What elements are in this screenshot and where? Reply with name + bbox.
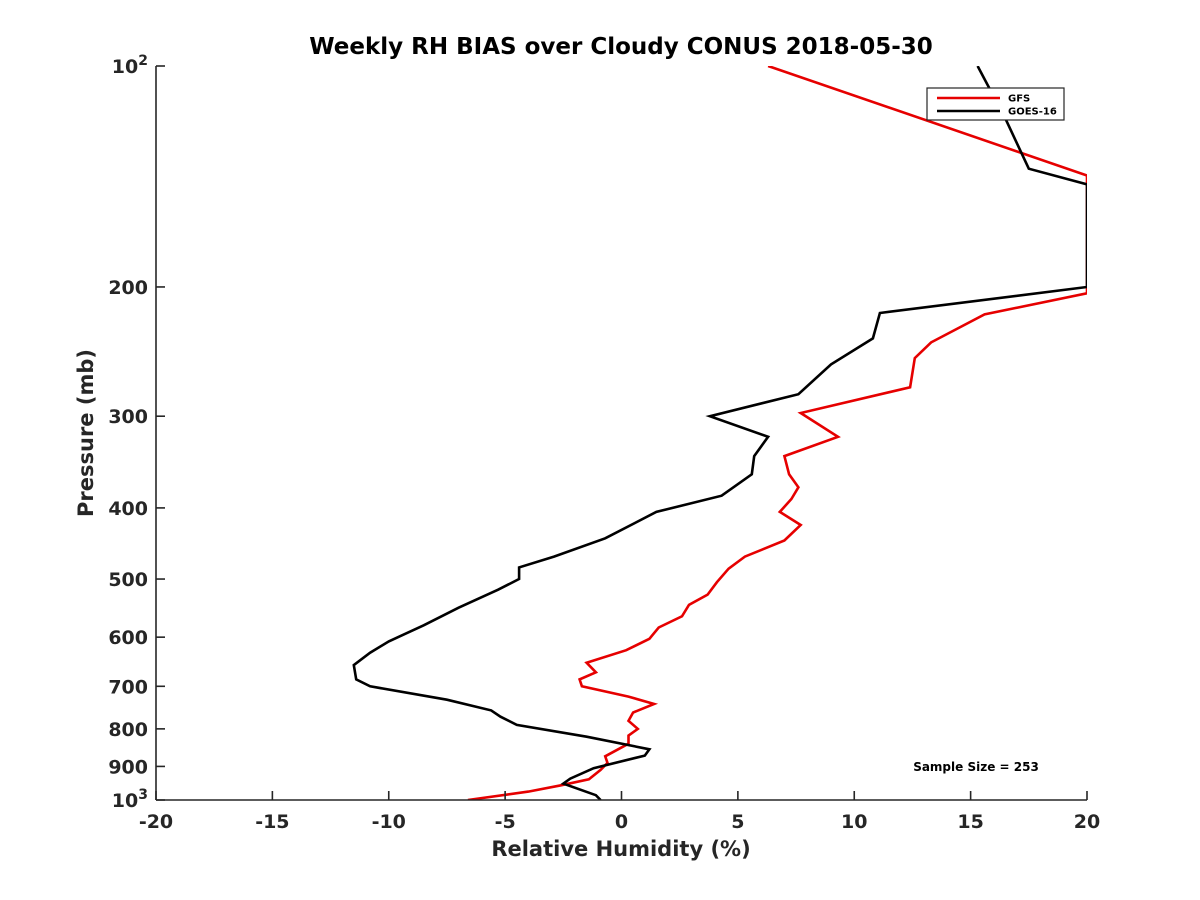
legend: GFS GOES-16	[926, 87, 1065, 121]
y-tick-exponent: 3	[138, 787, 148, 803]
series-line-gfs	[467, 66, 1087, 800]
y-tick-label: 300	[108, 406, 148, 428]
x-tick-label: 10	[841, 811, 867, 833]
x-tick-label: -20	[139, 811, 173, 833]
x-tick-label: 0	[615, 811, 628, 833]
y-tick-label: 102	[112, 53, 148, 78]
sample-size-annotation: Sample Size = 253	[913, 760, 1039, 774]
y-tick-label: 400	[108, 498, 148, 520]
y-tick-label: 800	[108, 719, 148, 741]
y-tick-label: 600	[108, 627, 148, 649]
x-axis-ticks: -20 -15 -10 -5 0 5 10 15 20	[139, 791, 1100, 833]
series-line-goes-16	[352, 66, 1087, 800]
x-axis-title: Relative Humidity (%)	[491, 837, 750, 861]
x-tick-label: 15	[957, 811, 983, 833]
y-tick-label: 700	[108, 676, 148, 698]
y-tick-label: 500	[108, 569, 148, 591]
y-tick-label: 900	[108, 756, 148, 778]
y-tick-label: 103	[112, 787, 148, 812]
y-axis-title: Pressure (mb)	[74, 349, 98, 517]
chart-title: Weekly RH BIAS over Cloudy CONUS 2018-05…	[309, 34, 933, 60]
y-tick-label: 200	[108, 277, 148, 299]
x-tick-label: 20	[1074, 811, 1100, 833]
x-tick-label: -15	[255, 811, 289, 833]
y-tick-base: 10	[112, 56, 138, 78]
legend-box	[926, 87, 1065, 121]
x-tick-label: 5	[731, 811, 744, 833]
x-tick-label: -10	[372, 811, 406, 833]
legend-label-gfs: GFS	[1008, 94, 1030, 105]
y-tick-base: 10	[112, 790, 138, 812]
y-tick-exponent: 2	[138, 53, 148, 69]
x-tick-label: -5	[495, 811, 516, 833]
legend-label-goes16: GOES-16	[1008, 107, 1057, 118]
plot-lines	[352, 66, 1087, 800]
